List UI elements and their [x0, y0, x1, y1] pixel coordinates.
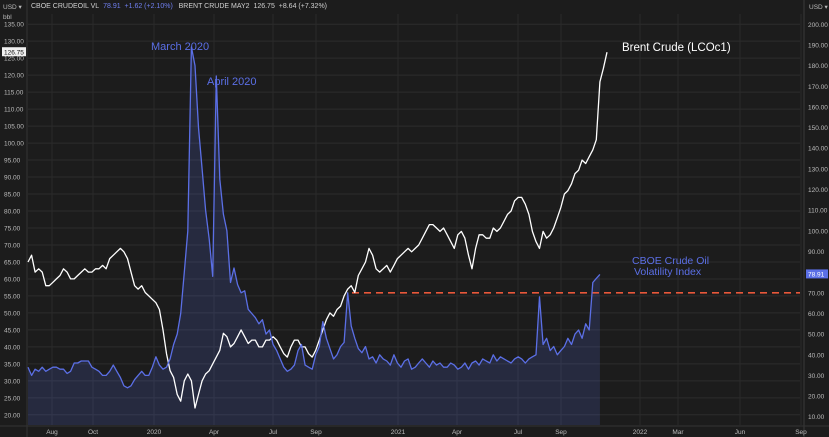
- left-tick-label: 85.00: [4, 192, 21, 199]
- annotation-2: Brent Crude (LCOc1): [622, 42, 731, 54]
- x-tick-label: 2020: [147, 429, 162, 436]
- annotation-3: CBOE Crude Oil: [632, 255, 709, 267]
- x-tick-label: Apr: [452, 429, 463, 436]
- right-tick-label: 130.00: [808, 166, 828, 173]
- left-tick-label: 60.00: [4, 276, 21, 283]
- left-tick-label: 20.00: [4, 412, 21, 419]
- price-labels: 126.75 78.91: [2, 47, 828, 279]
- series2-last: 126.75: [253, 3, 275, 10]
- x-tick-label: Jun: [735, 429, 746, 436]
- left-tick-label: 25.00: [4, 395, 21, 402]
- right-axis: 10.0020.0030.0040.0050.0060.0070.0080.00…: [808, 22, 828, 421]
- price-label-right: 78.91: [808, 272, 825, 279]
- x-tick-label: Oct: [88, 429, 98, 436]
- series1-last: 78.91: [103, 3, 121, 10]
- left-tick-label: 80.00: [4, 209, 21, 216]
- right-tick-label: 40.00: [808, 352, 825, 359]
- right-tick-label: 60.00: [808, 311, 825, 318]
- x-tick-label: Sep: [795, 429, 807, 436]
- right-tick-label: 70.00: [808, 290, 825, 297]
- x-axis: Aug Oct 2020 Apr Jul Sep 2021 Apr Jul Sep 2022 Mar J…: [46, 429, 807, 436]
- left-axis: 20.00 25.00 30.00 35.00 40.00 45.00 50.00 55.00…: [4, 22, 24, 420]
- series2-change: +8.64 (+7.32%): [278, 3, 328, 10]
- right-tick-label: 90.00: [808, 249, 825, 256]
- right-tick-label: 50.00: [808, 332, 825, 339]
- right-tick-label: 120.00: [808, 187, 828, 194]
- left-tick-label: 135.00: [4, 22, 24, 29]
- right-tick-label: 190.00: [808, 42, 828, 49]
- x-tick-label: Jul: [269, 429, 278, 436]
- right-tick-label: 30.00: [808, 373, 825, 380]
- unit-label-left: bbl: [3, 14, 12, 21]
- series-line-0: [27, 52, 608, 409]
- series-area-vol: [28, 47, 600, 425]
- x-tick-label: Mar: [672, 429, 684, 436]
- price-label-bg-left: [2, 47, 26, 57]
- left-tick-label: 130.00: [4, 39, 24, 46]
- left-tick-label: 125.00: [4, 56, 24, 63]
- series-line-1: [27, 46, 601, 389]
- right-tick-label: 100.00: [808, 228, 828, 235]
- left-tick-label: 35.00: [4, 361, 21, 368]
- annotation-1: April 2020: [207, 76, 257, 88]
- x-tick-label: 2022: [633, 429, 648, 436]
- right-tick-label: 200.00: [808, 22, 828, 29]
- annotation-4: Volatility Index: [634, 266, 702, 278]
- left-tick-label: 100.00: [4, 141, 24, 148]
- left-tick-label: 120.00: [4, 73, 24, 80]
- x-tick-label: Jul: [514, 429, 523, 436]
- x-tick-label: Sep: [555, 429, 567, 436]
- x-tick-label: Apr: [209, 429, 220, 436]
- right-tick-label: 160.00: [808, 104, 828, 111]
- right-tick-label: 170.00: [808, 84, 828, 91]
- series-lines: [27, 46, 608, 409]
- left-tick-label: 90.00: [4, 175, 21, 182]
- right-tick-label: 140.00: [808, 146, 828, 153]
- annotations: March 2020 April 2020 Brent Crude (LCOc1) C…: [151, 41, 731, 278]
- right-tick-label: 10.00: [808, 414, 825, 421]
- right-tick-label: 110.00: [808, 208, 828, 215]
- left-tick-label: 115.00: [4, 90, 24, 97]
- left-tick-label: 50.00: [4, 310, 21, 317]
- right-tick-label: 180.00: [808, 63, 828, 70]
- left-tick-label: 70.00: [4, 242, 21, 249]
- series2-name[interactable]: BRENT CRUDE MAY2: [178, 3, 250, 10]
- unit-selector-right[interactable]: USD ▾: [809, 4, 828, 11]
- left-tick-label: 65.00: [4, 259, 21, 266]
- right-tick-label: 20.00: [808, 394, 825, 401]
- x-tick-label: Aug: [46, 429, 58, 436]
- left-tick-label: 40.00: [4, 344, 21, 351]
- price-label-left: 126.75: [4, 50, 24, 57]
- vol-area: [28, 47, 600, 425]
- right-tick-label: 150.00: [808, 125, 828, 132]
- left-tick-label: 95.00: [4, 158, 21, 165]
- left-tick-label: 75.00: [4, 225, 21, 232]
- left-tick-label: 110.00: [4, 107, 24, 114]
- x-tick-label: 2021: [391, 429, 406, 436]
- series1-change: +1.62 (+2.10%): [124, 3, 173, 10]
- unit-selector-left[interactable]: USD ▾: [3, 4, 22, 11]
- price-label-bg-right: [806, 269, 828, 279]
- left-tick-label: 45.00: [4, 327, 21, 334]
- left-tick-label: 30.00: [4, 378, 21, 385]
- x-tick-label: Sep: [310, 429, 322, 436]
- annotation-0: March 2020: [151, 41, 209, 53]
- left-tick-label: 55.00: [4, 293, 21, 300]
- left-tick-label: 105.00: [4, 124, 24, 131]
- series1-name[interactable]: CBOE CRUDEOIL VL: [31, 3, 100, 10]
- legend-header: CBOE CRUDEOIL VL 78.91 +1.62 (+2.10%) BR…: [31, 3, 327, 10]
